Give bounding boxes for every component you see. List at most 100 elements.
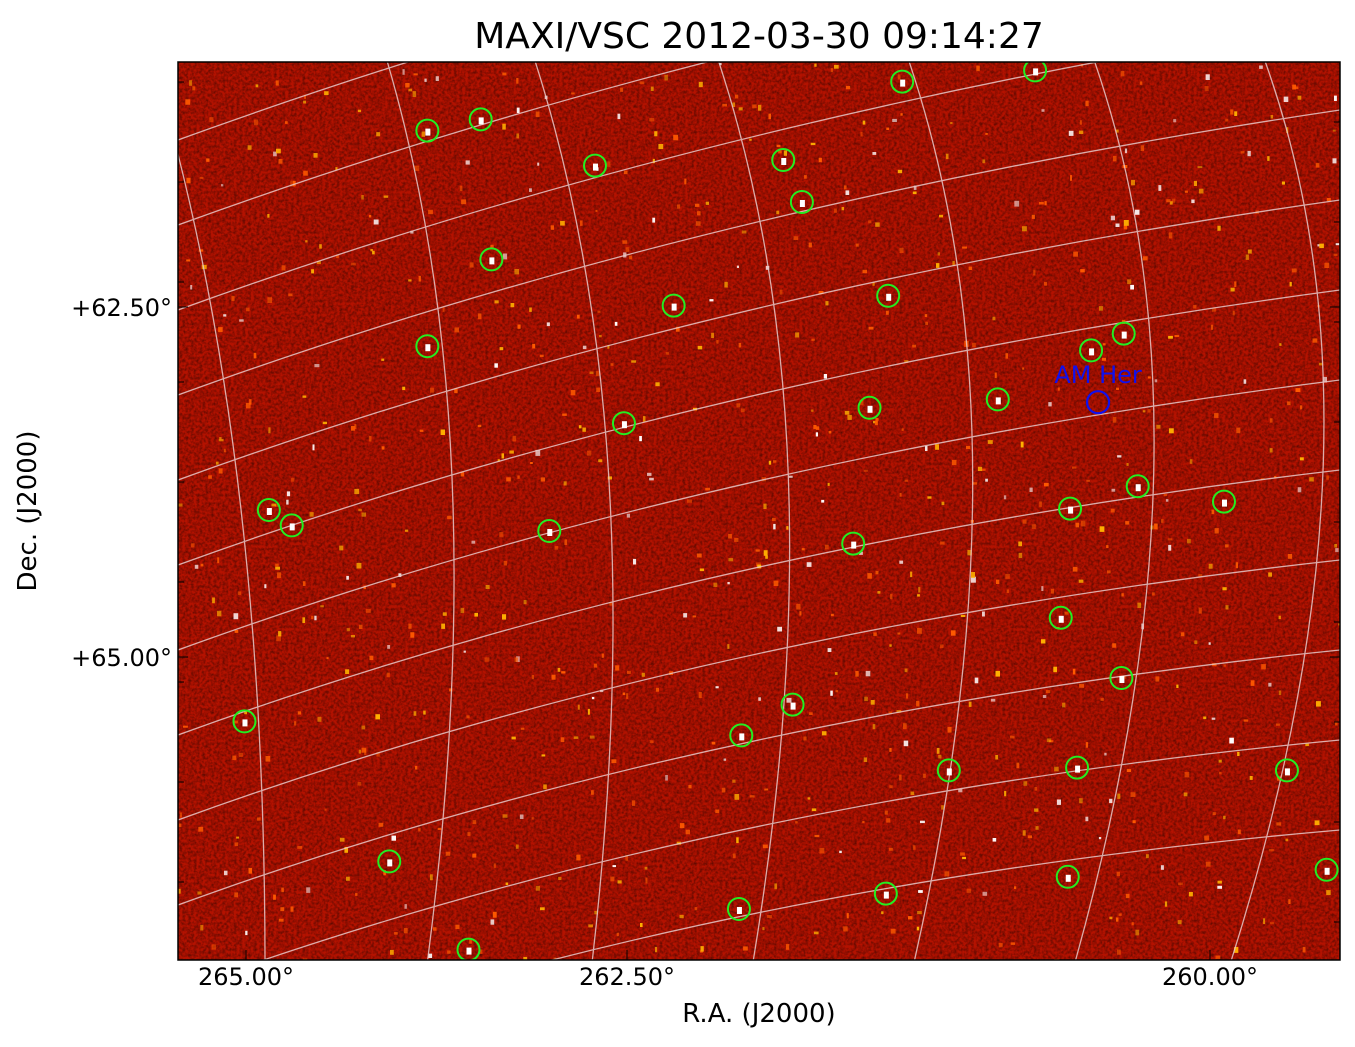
source-spot <box>851 541 857 549</box>
dec-grid-line <box>178 649 1340 906</box>
source-spot <box>466 947 472 955</box>
chart-title: MAXI/VSC 2012-03-30 09:14:27 <box>474 16 1044 57</box>
source-spot <box>242 719 248 727</box>
source-spot <box>1075 765 1081 773</box>
source-circle[interactable] <box>771 148 796 172</box>
dec-grid-line <box>178 62 411 141</box>
source-spot <box>900 79 906 87</box>
source-spot <box>736 907 742 914</box>
dec-grid-line <box>178 199 1340 481</box>
source-circle[interactable] <box>789 190 814 214</box>
source-spot <box>781 158 787 165</box>
source-circle[interactable] <box>537 519 562 543</box>
source-circle[interactable] <box>1211 489 1236 514</box>
source-spot <box>621 421 627 429</box>
dec-grid-line <box>178 379 1340 651</box>
source-spot <box>867 405 873 413</box>
source-spot <box>592 163 598 171</box>
source-circle[interactable] <box>415 118 440 143</box>
dec-grid-line <box>261 739 1340 960</box>
source-circle[interactable] <box>279 513 304 538</box>
y-tick-label: +62.50° <box>71 294 172 322</box>
x-axis-label: R.A. (J2000) <box>682 999 835 1029</box>
source-circle[interactable] <box>415 334 440 359</box>
source-spot <box>799 200 805 207</box>
source-circle[interactable] <box>1109 666 1134 690</box>
ra-grid-line <box>386 62 455 960</box>
source-circle[interactable] <box>582 153 607 178</box>
source-circle[interactable] <box>1079 338 1104 363</box>
source-spot <box>1089 348 1095 356</box>
source-circle[interactable] <box>726 897 751 921</box>
source-circle[interactable] <box>456 937 481 961</box>
ra-grid-line <box>1230 62 1325 960</box>
source-spot <box>489 257 495 265</box>
source-spot <box>1068 506 1074 514</box>
source-circle[interactable] <box>841 531 866 556</box>
source-spot <box>387 859 393 867</box>
source-spot <box>1065 874 1071 882</box>
source-circle[interactable] <box>1058 496 1083 521</box>
source-circle[interactable] <box>256 498 281 522</box>
dec-grid-line <box>178 62 710 226</box>
source-circle[interactable] <box>1065 755 1090 780</box>
source-circle[interactable] <box>857 395 882 420</box>
source-spot <box>946 768 952 776</box>
source-circle[interactable] <box>729 723 754 748</box>
dec-grid-line <box>178 559 1340 821</box>
source-spot <box>1119 676 1125 683</box>
source-circle[interactable] <box>232 709 257 734</box>
source-spot <box>425 344 431 352</box>
source-circle[interactable] <box>1055 864 1080 889</box>
source-circle[interactable] <box>611 411 636 436</box>
dec-grid-line <box>178 289 1340 566</box>
source-circle[interactable] <box>377 849 402 874</box>
dec-grid-line <box>178 62 1101 311</box>
target-circle[interactable] <box>1085 390 1111 415</box>
source-spot <box>995 397 1001 405</box>
source-circle[interactable] <box>780 692 805 717</box>
source-circle[interactable] <box>1274 758 1299 783</box>
source-circle[interactable] <box>985 387 1010 412</box>
source-spot <box>790 702 796 710</box>
source-spot <box>1221 499 1227 507</box>
source-circle[interactable] <box>1111 321 1136 346</box>
coordinate-grid <box>178 62 1340 960</box>
source-spot <box>478 117 484 125</box>
source-spot <box>266 508 272 515</box>
source-circle[interactable] <box>1314 857 1339 882</box>
source-circle[interactable] <box>1023 59 1048 83</box>
y-axis-label: Dec. (J2000) <box>13 431 43 592</box>
source-spot <box>883 891 889 899</box>
source-spot <box>1324 867 1330 875</box>
source-spot <box>886 293 892 301</box>
source-circle[interactable] <box>1048 605 1073 630</box>
source-spot <box>1135 484 1141 492</box>
source-spot <box>1284 768 1290 776</box>
source-spot <box>1121 331 1127 339</box>
source-circle[interactable] <box>479 247 504 272</box>
x-tick-label: 262.50° <box>579 963 675 991</box>
source-circle[interactable] <box>890 69 915 94</box>
source-circle[interactable] <box>661 293 686 318</box>
ra-grid-line <box>534 62 614 960</box>
plot-frame <box>177 61 1341 961</box>
ra-grid-line <box>178 151 266 960</box>
x-tick-label: 265.00° <box>198 963 294 991</box>
target-label: AM Her <box>1054 361 1142 389</box>
source-circle[interactable] <box>876 283 901 308</box>
source-spot <box>1033 68 1039 76</box>
y-tick-label: +65.00° <box>71 644 172 672</box>
dec-grid-line <box>178 469 1340 736</box>
source-spot <box>289 523 295 531</box>
source-circle[interactable] <box>873 881 898 906</box>
source-spot <box>547 529 553 536</box>
source-circle[interactable] <box>468 107 493 132</box>
source-spot <box>1058 615 1064 623</box>
source-circle[interactable] <box>936 758 961 783</box>
source-spot <box>671 303 677 311</box>
dec-grid-line <box>549 829 1340 960</box>
source-circle[interactable] <box>1125 474 1150 499</box>
x-tick-label: 260.00° <box>1162 963 1258 991</box>
